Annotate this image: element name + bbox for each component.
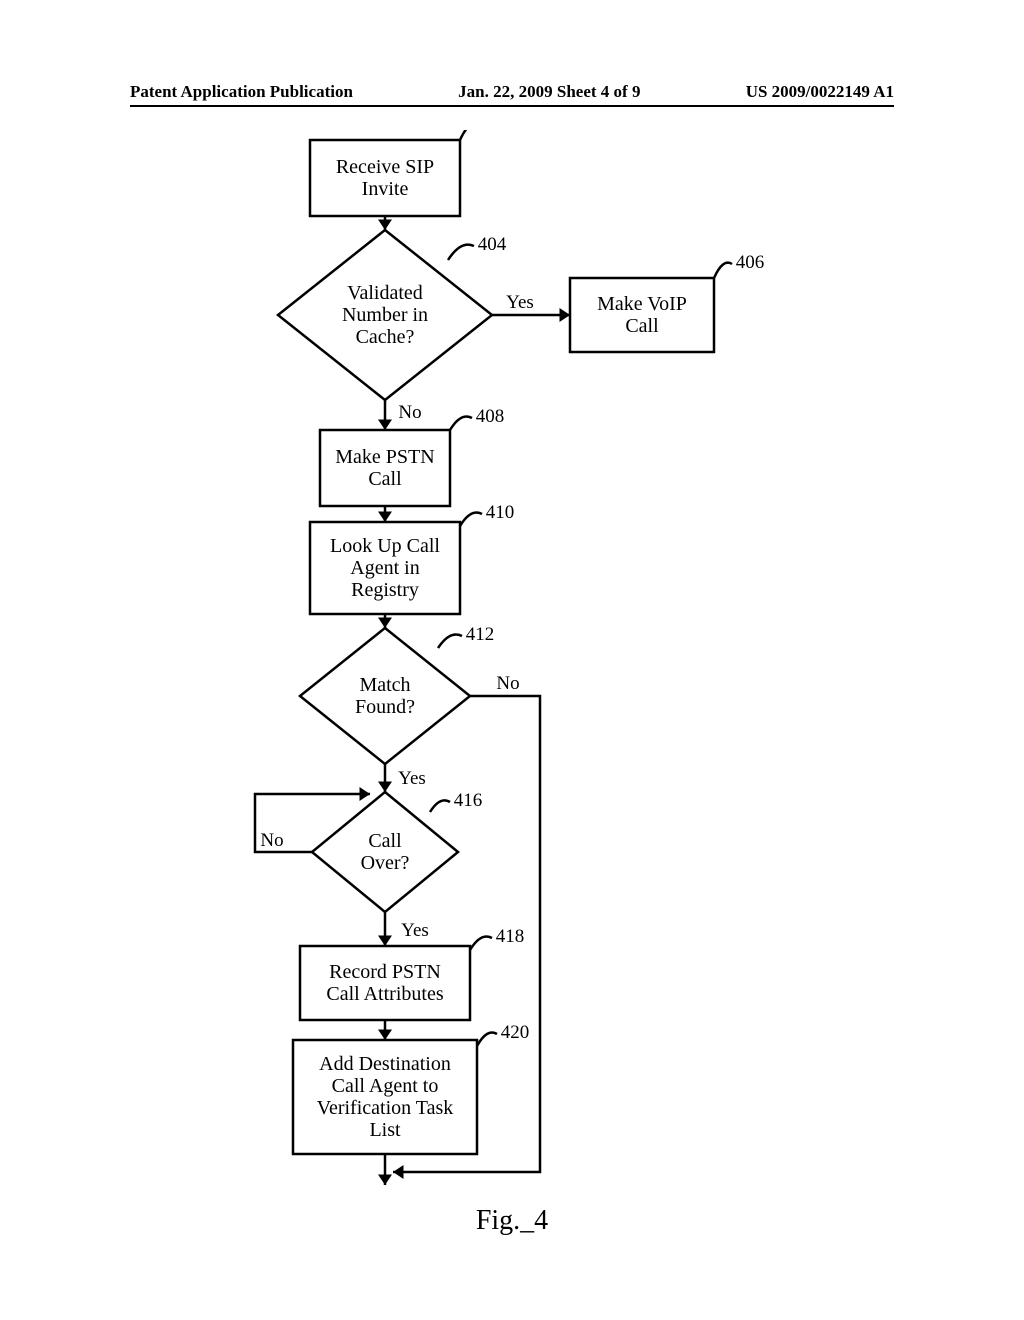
header-left: Patent Application Publication <box>130 82 353 102</box>
svg-text:Cache?: Cache? <box>356 326 415 348</box>
svg-text:Agent in: Agent in <box>350 557 419 579</box>
svg-text:Match: Match <box>359 674 410 696</box>
svg-text:402: 402 <box>482 130 511 135</box>
svg-text:Record PSTN: Record PSTN <box>329 961 441 983</box>
svg-text:Call Agent to: Call Agent to <box>332 1075 439 1097</box>
svg-text:Invite: Invite <box>362 178 409 200</box>
svg-text:Make PSTN: Make PSTN <box>335 446 434 468</box>
svg-text:Look Up Call: Look Up Call <box>330 535 440 557</box>
svg-text:416: 416 <box>454 790 483 811</box>
header-right: US 2009/0022149 A1 <box>746 82 894 102</box>
svg-text:List: List <box>369 1119 401 1141</box>
svg-text:Yes: Yes <box>401 920 429 941</box>
svg-text:Yes: Yes <box>398 768 426 789</box>
svg-text:420: 420 <box>501 1022 530 1043</box>
svg-text:Over?: Over? <box>361 852 410 874</box>
svg-text:Call Attributes: Call Attributes <box>326 983 443 1005</box>
header-center: Jan. 22, 2009 Sheet 4 of 9 <box>458 82 640 102</box>
svg-text:404: 404 <box>478 234 507 255</box>
svg-text:Found?: Found? <box>355 696 415 718</box>
svg-text:Verification Task: Verification Task <box>317 1097 454 1119</box>
svg-text:Number in: Number in <box>342 304 428 326</box>
svg-text:Registry: Registry <box>351 579 419 601</box>
svg-text:410: 410 <box>486 502 515 523</box>
svg-text:No: No <box>260 830 283 851</box>
patent-header: Patent Application Publication Jan. 22, … <box>130 82 894 107</box>
svg-text:No: No <box>496 673 519 694</box>
svg-text:Call: Call <box>625 315 659 337</box>
svg-text:412: 412 <box>466 624 495 645</box>
svg-text:Call: Call <box>368 830 402 852</box>
flowchart-canvas: Yes No Yes No No Yes Receive SIPInvite 402 Valid… <box>0 130 1024 1210</box>
svg-text:No: No <box>398 402 421 423</box>
svg-text:Call: Call <box>368 468 402 490</box>
svg-text:Validated: Validated <box>347 282 423 304</box>
svg-text:418: 418 <box>496 926 525 947</box>
svg-text:406: 406 <box>736 252 765 273</box>
svg-text:Make VoIP: Make VoIP <box>597 293 687 315</box>
svg-text:Receive SIP: Receive SIP <box>336 156 434 178</box>
svg-text:Yes: Yes <box>506 292 534 313</box>
figure-caption: Fig._4 <box>0 1205 1024 1237</box>
svg-text:408: 408 <box>476 406 505 427</box>
svg-text:Add Destination: Add Destination <box>319 1053 451 1075</box>
